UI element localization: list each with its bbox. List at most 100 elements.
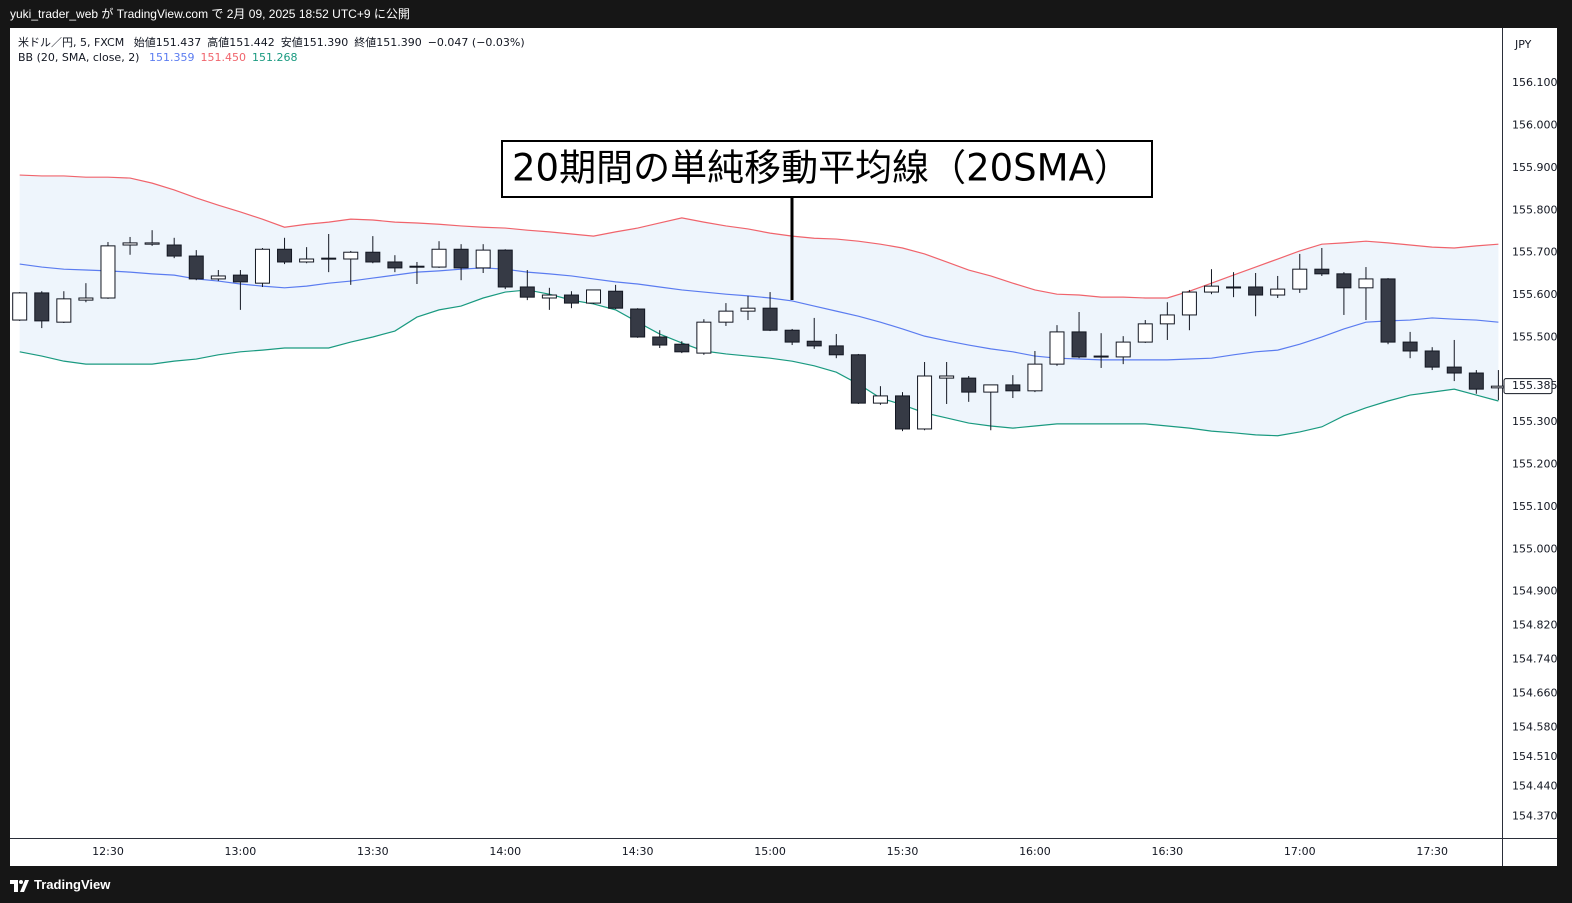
candle-body [1490,385,1506,389]
x-tick-label: 15:30 [887,845,919,858]
candle-body [563,294,579,304]
candle-body [409,265,425,268]
candle-body [34,292,50,322]
x-tick-label: 14:30 [622,845,654,858]
legend-ohlc: 安値151.390 [280,36,349,49]
candle-body [365,251,381,263]
legend-readout: 151.450 [200,51,246,64]
candle-body [232,274,248,283]
candle-body [740,307,756,312]
legend-symbol: 米ドル／円, 5, FXCM [18,36,125,49]
y-tick-label: 154.510 [1512,750,1558,763]
candle-body [475,249,491,269]
annotation: 20期間の単純移動平均線（20SMA） [501,140,1153,300]
x-tick-label: 17:00 [1284,845,1316,858]
x-tick-label: 16:00 [1019,845,1051,858]
candle-body [1093,355,1109,358]
candle-body [166,244,182,257]
candle-body [299,258,315,263]
candle-body [210,275,226,280]
candle-body [1270,288,1286,296]
candle-body [872,395,888,404]
y-tick-label: 154.370 [1512,809,1558,822]
candles [12,230,1506,432]
candle-body [983,384,999,393]
candle-body [1203,285,1219,293]
candle-body [144,242,160,245]
x-tick-label: 16:30 [1151,845,1183,858]
y-tick-label: 155.700 [1512,246,1558,259]
y-tick-label: 154.660 [1512,686,1558,699]
candle-body [122,242,138,246]
y-tick-label: 155.300 [1512,415,1558,428]
x-tick-label: 15:00 [754,845,786,858]
candle-body [1446,366,1462,374]
y-tick-label: 154.440 [1512,780,1558,793]
legend-row: 米ドル／円, 5, FXCM 始値151.437 高値151.442 安値151.3… [18,34,531,51]
candle-body [696,321,712,354]
last-price-box [1503,378,1553,395]
header: yuki_trader_web が TradingView.com で 2月 0… [10,7,410,21]
legend-row: BB (20, SMA, close, 2) 151.359 151.450 151… [18,51,531,68]
candle-body [1181,291,1197,316]
x-tick-label: 12:30 [92,845,124,858]
candle-body [630,308,646,338]
y-tick-label: 154.820 [1512,619,1558,632]
y-tick-label: 156.100 [1512,76,1558,89]
candle-body [1159,314,1175,325]
candle-body [939,375,955,379]
y-tick-label: 154.580 [1512,720,1558,733]
band-line [19,289,1499,437]
candle-body [850,354,866,404]
candle-body [1115,341,1131,358]
x-tick-label: 13:30 [357,845,389,858]
candle-body [1226,286,1242,289]
last-price-label: 155.385 [1512,379,1558,392]
candle-body [12,292,28,321]
x-tick-label: 17:30 [1416,845,1448,858]
candle-body [497,249,513,288]
candle-body [519,286,535,298]
footer: TradingView [10,866,110,903]
candle-body [1071,331,1087,358]
band-line [19,263,1499,361]
band-fill [19,175,1499,436]
y-tick-label: 155.200 [1512,458,1558,471]
y-tick-label: 155.800 [1512,203,1558,216]
legend-ohlc: 始値151.437 [133,36,202,49]
candle-body [1137,323,1153,343]
candle-body [608,290,624,309]
candle-body [895,395,910,430]
candle-body [1402,341,1418,352]
candle-body [343,251,359,260]
candle-body [453,248,469,269]
x-tick-label: 14:00 [489,845,521,858]
candle-body [652,336,668,346]
candle-body [1027,363,1043,392]
candle-body [100,245,116,299]
candle-body [718,310,734,323]
y-tick-label: 154.900 [1512,585,1558,598]
candle-body [1049,331,1065,365]
candle-body [277,248,293,263]
candle-body [1380,278,1396,343]
chart: JPY 156.100 156.000 155.900 155.800 155.700 1… [10,28,1558,866]
legend-readout: 151.359 [148,51,195,64]
y-tick-label: 155.000 [1512,542,1558,555]
candle-body [1358,278,1374,289]
candle-body [1424,350,1440,368]
band-line [19,174,1499,299]
candle-body [1468,372,1484,390]
candle-body [1248,286,1264,296]
y-tick-label: 155.600 [1512,288,1558,301]
annotation-box [501,140,1153,198]
candle-body [917,375,933,430]
candle-body [541,294,557,299]
legend-ohlc: 終値151.390 [354,36,422,49]
footer-text: TradingView [34,877,111,892]
legend-ohlc: 高値151.442 [207,36,275,49]
y-tick-label: 156.000 [1512,118,1558,131]
legend-indicator: BB (20, SMA, close, 2) [18,51,140,64]
candle-body [188,255,204,280]
